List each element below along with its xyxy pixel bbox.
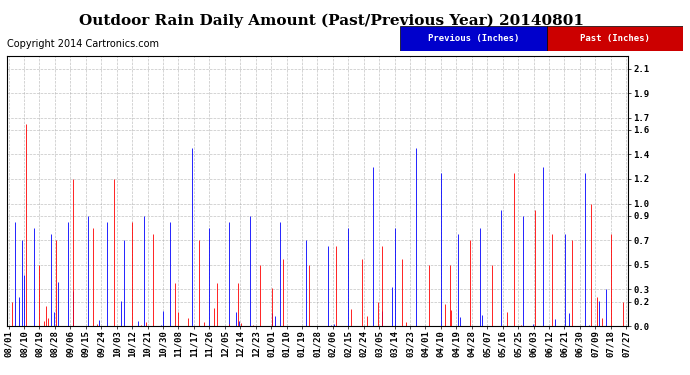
FancyBboxPatch shape: [547, 26, 683, 51]
Text: Past (Inches): Past (Inches): [580, 34, 650, 43]
Text: Previous (Inches): Previous (Inches): [428, 34, 520, 43]
Text: Outdoor Rain Daily Amount (Past/Previous Year) 20140801: Outdoor Rain Daily Amount (Past/Previous…: [79, 13, 584, 27]
Text: Copyright 2014 Cartronics.com: Copyright 2014 Cartronics.com: [7, 39, 159, 50]
FancyBboxPatch shape: [400, 26, 547, 51]
